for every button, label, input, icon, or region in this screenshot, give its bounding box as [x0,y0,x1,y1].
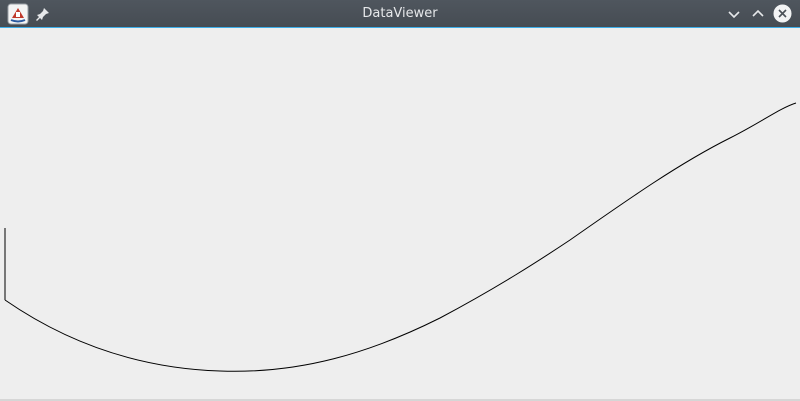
close-icon [772,3,793,24]
curve-plot [0,28,800,401]
close-button[interactable] [772,3,793,24]
plot-canvas[interactable] [0,28,800,401]
chevron-down-icon [726,6,742,22]
minimize-button[interactable] [724,4,744,24]
maximize-button[interactable] [748,4,768,24]
chevron-up-icon [750,6,766,22]
window-title: DataViewer [0,0,800,28]
data-curve [5,103,796,371]
title-bar[interactable]: DataViewer [0,0,800,28]
